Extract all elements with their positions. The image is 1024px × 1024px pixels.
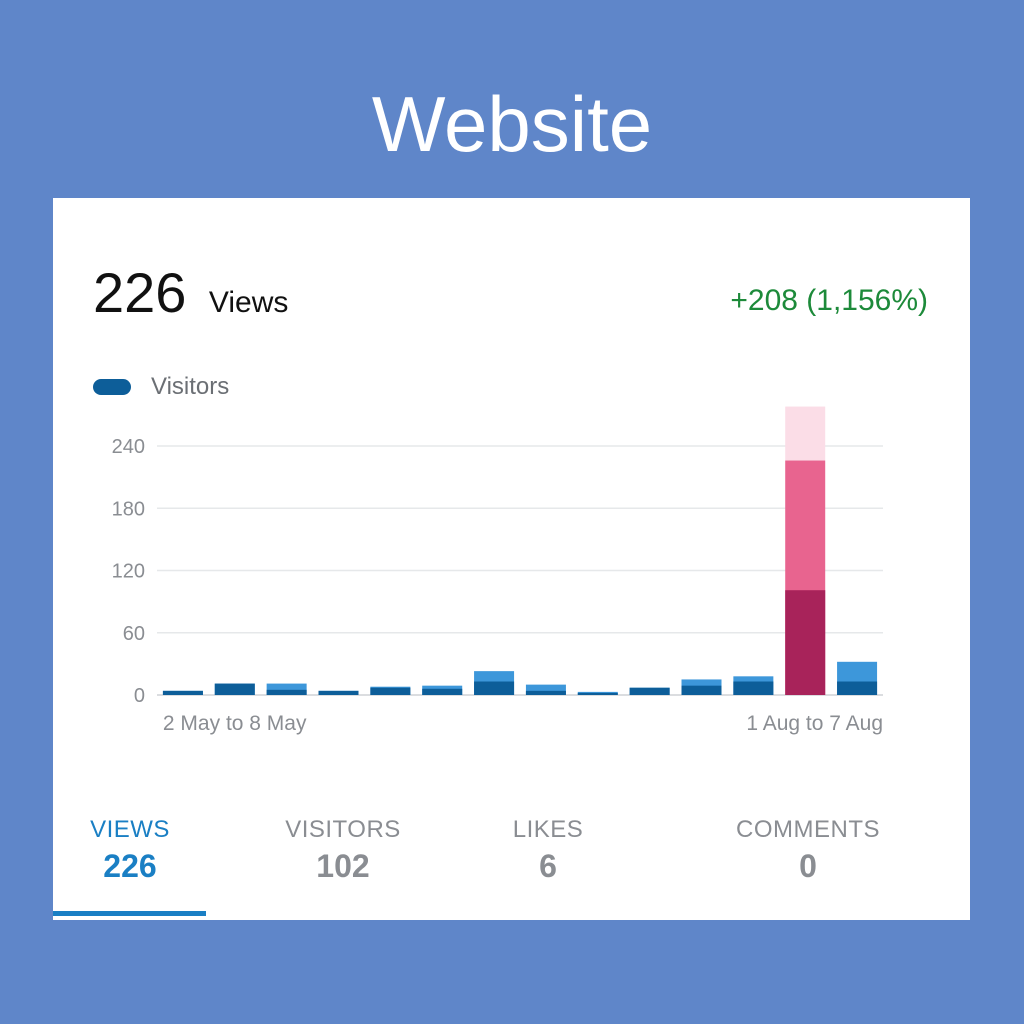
stats-card: 226 Views +208 (1,156%) Visitors 0 60 120 1…	[53, 198, 970, 920]
tab-visitors-value: 102	[316, 848, 370, 884]
y-tick-label-0: 0	[134, 685, 145, 707]
bar-visitors-4	[370, 687, 411, 695]
page-title: Website	[371, 80, 653, 168]
views-summary: 226 Views	[93, 260, 288, 326]
x-tick-label-start: 2 May to 8 May	[163, 712, 307, 735]
bar-visitors-6	[474, 681, 515, 695]
legend-swatch-visitors	[93, 379, 131, 395]
active-tab-indicator	[53, 911, 206, 916]
tab-visitors[interactable]: VISITORS 102	[273, 816, 413, 885]
y-tick-label-120: 120	[112, 561, 145, 583]
views-chart: 0 60 120 180 240 2 May to 8 May 1 Aug to 7 Aug	[112, 406, 883, 735]
tab-comments-label: COMMENTS	[736, 816, 880, 843]
views-label: Views	[208, 286, 289, 319]
bar-visitors-2	[266, 689, 307, 695]
tab-views-value: 226	[103, 848, 157, 884]
tab-likes[interactable]: LIKES 6	[498, 816, 598, 885]
bar-visitors-5	[422, 688, 463, 695]
bar-views-2	[266, 683, 307, 695]
y-tick-label-60: 60	[123, 623, 145, 645]
tab-likes-value: 6	[539, 848, 557, 884]
views-change: +208 (1,156%)	[730, 284, 928, 317]
y-tick-label-180: 180	[112, 498, 145, 520]
bar-visitors-1	[214, 683, 255, 695]
tab-views[interactable]: VIEWS 226	[73, 816, 187, 885]
views-total: 226	[93, 261, 187, 324]
tab-views-label: VIEWS	[90, 816, 170, 843]
bar-visitors-10	[681, 685, 722, 695]
bar-visitors-12	[785, 590, 826, 695]
y-tick-label-240: 240	[112, 436, 145, 458]
bar-visitors-9	[629, 687, 670, 695]
bar-visitors-13	[837, 681, 878, 695]
bar-extra-12	[785, 406, 826, 461]
bar-visitors-7	[525, 690, 566, 695]
chart-legend: Visitors	[93, 373, 229, 401]
bar-views-7	[525, 684, 566, 695]
bar-visitors-11	[733, 681, 774, 695]
tab-visitors-label: VISITORS	[285, 816, 401, 843]
legend-label-visitors: Visitors	[151, 373, 230, 400]
x-tick-label-end: 1 Aug to 7 Aug	[746, 712, 883, 735]
bar-visitors-8	[577, 692, 618, 695]
stats-tabs: VIEWS 226 VISITORS 102 LIKES 6 COMMENTS …	[53, 808, 970, 920]
tab-comments-value: 0	[799, 848, 817, 884]
bar-visitors-0	[162, 690, 203, 695]
tab-comments[interactable]: COMMENTS 0	[723, 816, 893, 885]
bar-visitors-3	[318, 690, 359, 695]
tab-likes-label: LIKES	[512, 816, 584, 843]
